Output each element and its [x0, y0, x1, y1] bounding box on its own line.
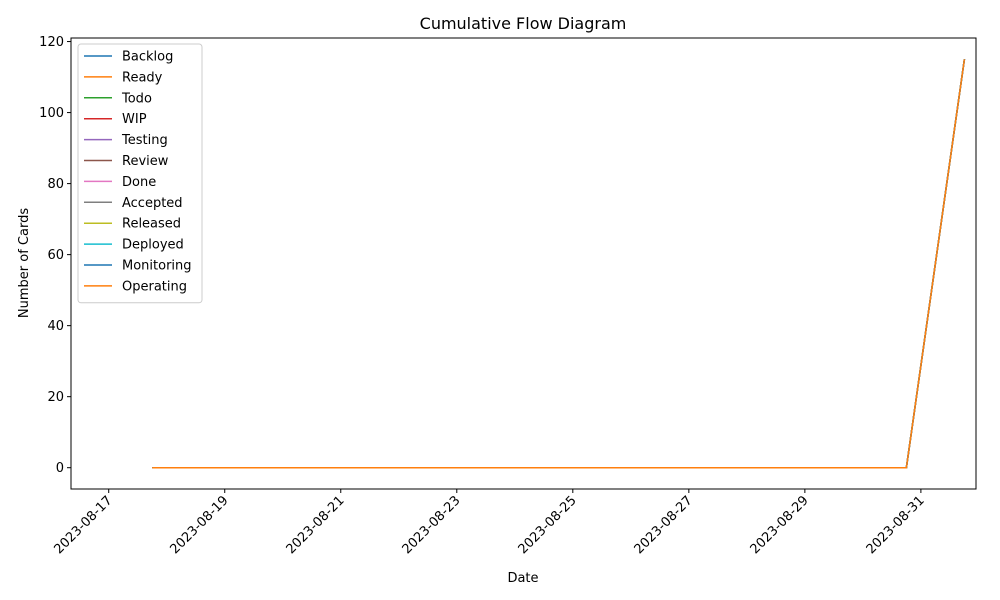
series-layer	[152, 59, 966, 469]
x-tick-label: 2023-08-27	[632, 493, 696, 557]
plot-background	[71, 38, 976, 489]
legend-label-done: Done	[122, 175, 156, 190]
legend-label-released: Released	[122, 217, 181, 232]
x-tick-label: 2023-08-23	[400, 493, 464, 557]
y-tick-label: 100	[39, 106, 64, 121]
y-tick-label: 120	[39, 35, 64, 50]
x-tick-label: 2023-08-21	[284, 493, 348, 557]
x-tick-label: 2023-08-29	[748, 493, 812, 557]
y-tick-label: 60	[47, 248, 64, 263]
x-tick-label: 2023-08-17	[51, 493, 115, 557]
y-axis-label: Number of Cards	[17, 208, 32, 318]
legend-label-review: Review	[122, 154, 169, 169]
y-axis: 0 20 40 60 80 100 120	[39, 35, 71, 476]
x-tick-label: 2023-08-25	[516, 493, 580, 557]
legend-label-monitoring: Monitoring	[122, 259, 192, 274]
plot-frame	[70, 37, 977, 490]
legend-label-testing: Testing	[121, 133, 168, 148]
y-tick-label: 40	[47, 319, 64, 334]
legend: Backlog Ready Todo WIP Testing Review Done Acce…	[77, 43, 203, 304]
legend-label-todo: Todo	[121, 91, 152, 106]
series-line-operating	[152, 59, 966, 469]
x-axis: 2023-08-17 2023-08-19 2023-08-21 2023-08-23…	[51, 489, 928, 557]
y-tick-label: 80	[47, 177, 64, 192]
chart-title: Cumulative Flow Diagram	[420, 14, 627, 33]
x-tick-label: 2023-08-19	[168, 493, 232, 557]
x-axis-label: Date	[507, 571, 538, 586]
plot-area	[70, 37, 977, 490]
legend-box	[77, 43, 203, 304]
legend-label-accepted: Accepted	[122, 196, 183, 211]
y-tick-label: 20	[47, 390, 64, 405]
y-tick-label: 0	[56, 461, 64, 476]
legend-label-ready: Ready	[122, 70, 163, 85]
legend-label-backlog: Backlog	[122, 50, 173, 65]
x-tick-label: 2023-08-31	[864, 493, 928, 557]
legend-label-deployed: Deployed	[122, 238, 184, 253]
legend-label-operating: Operating	[122, 279, 187, 294]
legend-label-wip: WIP	[122, 112, 147, 127]
